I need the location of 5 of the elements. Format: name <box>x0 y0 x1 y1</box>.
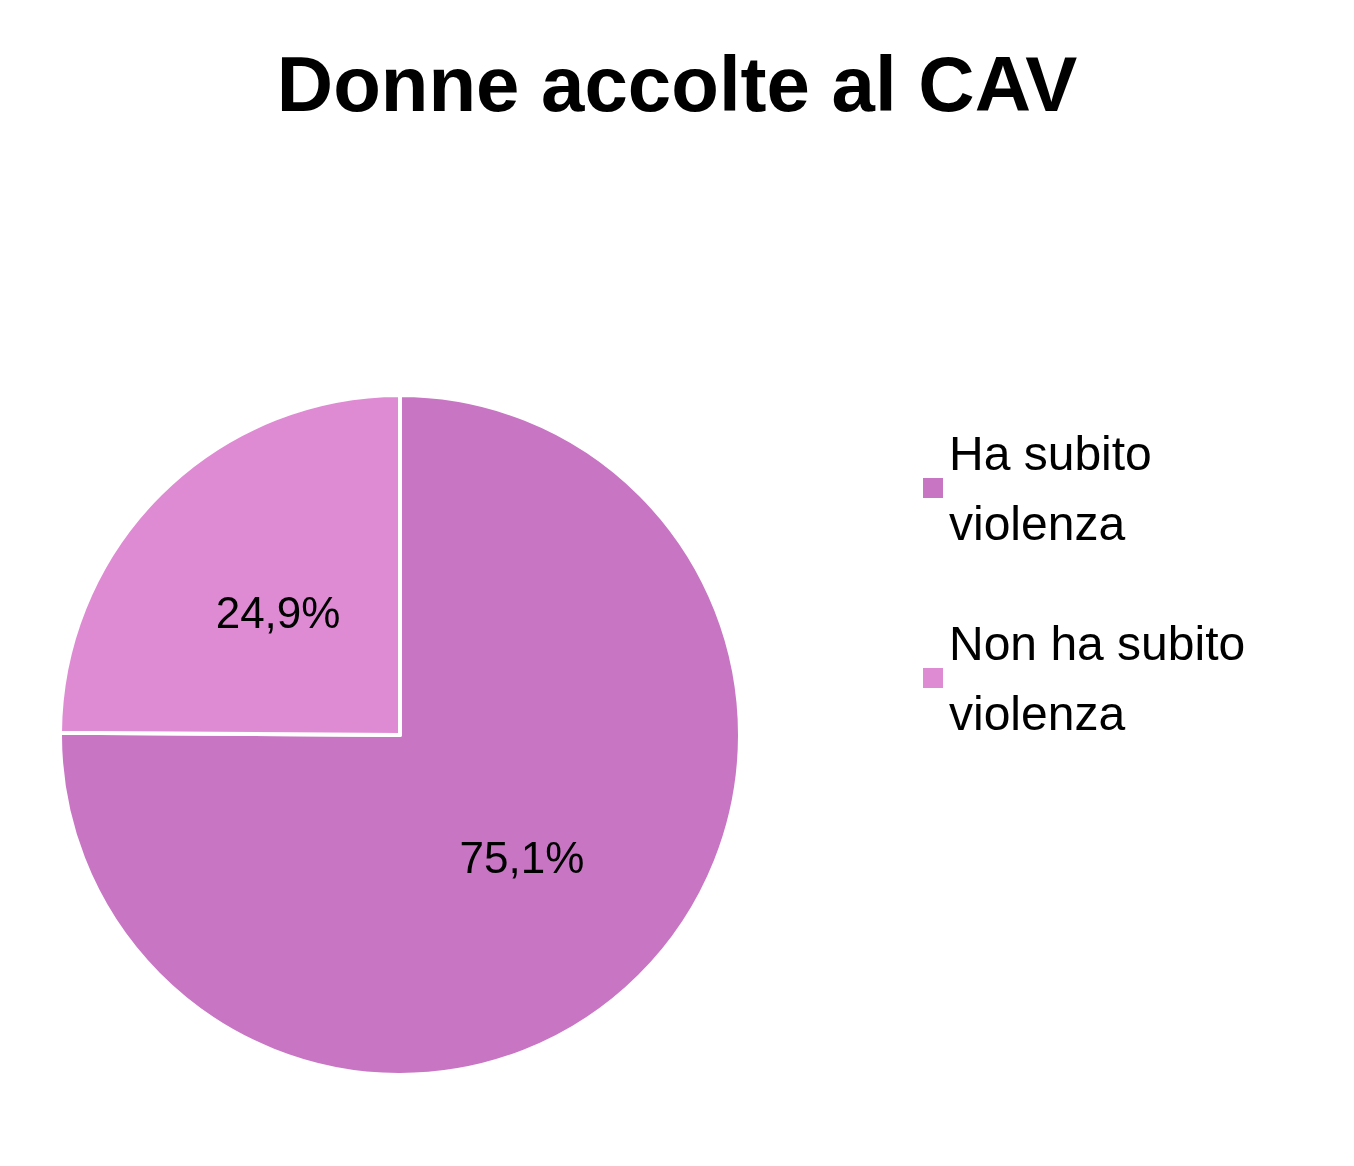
legend-label: Ha subito violenza <box>949 426 1166 550</box>
data-label: 24,9% <box>215 587 341 637</box>
chart-title: Donne accolte al CAV <box>276 40 1078 128</box>
data-label: 75,1% <box>459 833 585 883</box>
legend-label: Non ha subito violenza <box>949 616 1259 740</box>
